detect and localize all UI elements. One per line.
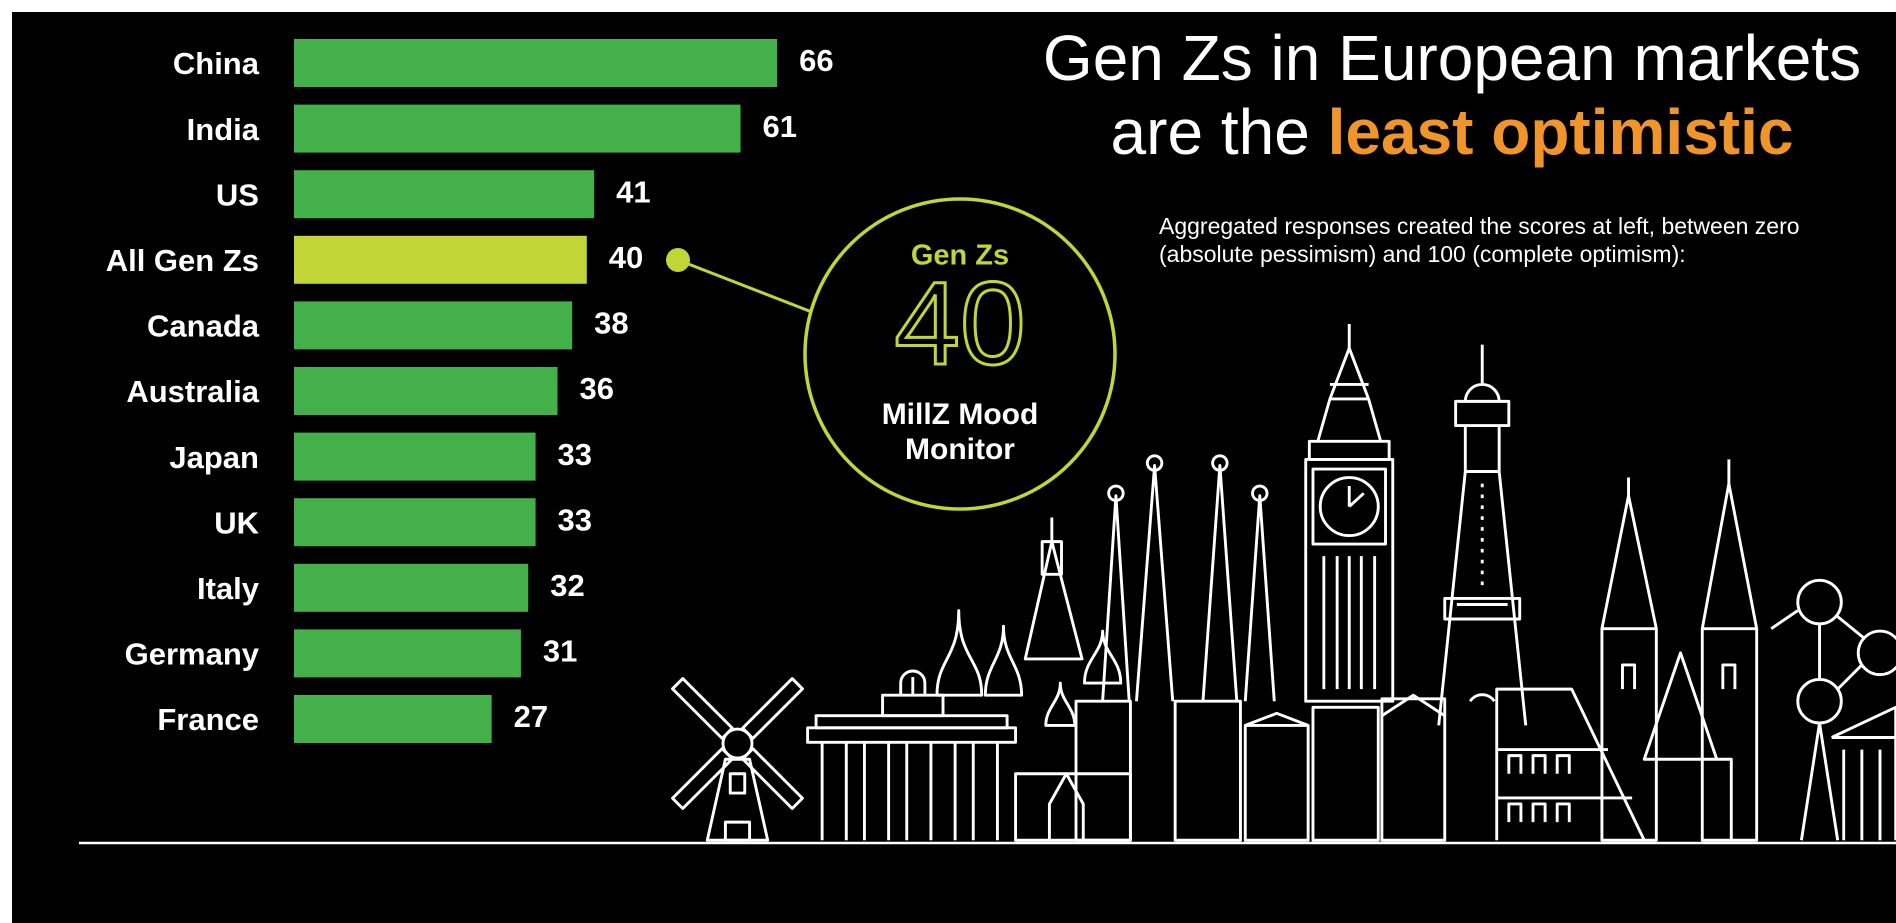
category-label: Australia: [126, 374, 259, 409]
value-label: 33: [558, 502, 592, 537]
chart-title: Gen Zs in European markets: [1043, 22, 1861, 94]
category-label: China: [173, 46, 260, 81]
value-label: 41: [616, 174, 650, 209]
callout-dot: [666, 248, 690, 272]
callout-value: 40: [894, 258, 1025, 390]
value-label: 38: [594, 306, 628, 341]
bar: [294, 498, 536, 547]
title-highlight: least optimistic: [1328, 96, 1794, 168]
subtitle: Aggregated responses created the scores …: [1159, 213, 1800, 239]
bar: [294, 301, 573, 350]
callout-label: Monitor: [905, 433, 1015, 466]
bar: [294, 170, 595, 219]
bar: [294, 563, 529, 612]
bar: [294, 367, 558, 415]
chart-title-line2: are the least optimistic: [1111, 96, 1794, 168]
bar: [294, 629, 521, 678]
category-label: Germany: [125, 637, 260, 672]
value-label: 31: [543, 634, 577, 669]
value-label: 36: [580, 371, 614, 406]
category-label: India: [187, 112, 260, 147]
value-label: 66: [799, 43, 833, 78]
value-label: 33: [558, 437, 592, 472]
bar: [294, 235, 587, 284]
callout-heading: Gen Zs: [911, 240, 1009, 272]
category-label: UK: [214, 505, 259, 540]
bar: [294, 39, 778, 87]
bar: [294, 432, 536, 481]
bar: [294, 695, 492, 743]
category-label: Canada: [147, 309, 260, 344]
value-label: 32: [550, 568, 584, 603]
category-label: All Gen Zs: [106, 243, 259, 278]
category-label: France: [157, 702, 259, 737]
value-label: 40: [609, 240, 643, 275]
title-text: are the: [1111, 96, 1310, 168]
subtitle: (absolute pessimism) and 100 (complete o…: [1159, 241, 1686, 267]
skyline-illustration: [671, 324, 1896, 842]
category-label: US: [216, 177, 259, 212]
value-label: 61: [763, 109, 797, 144]
bar: [294, 104, 741, 153]
category-label: Japan: [169, 440, 259, 475]
callout-circle: [803, 197, 1117, 511]
category-label: Italy: [197, 571, 260, 606]
value-label: 27: [514, 699, 548, 734]
callout-label: MillZ Mood: [882, 398, 1039, 431]
